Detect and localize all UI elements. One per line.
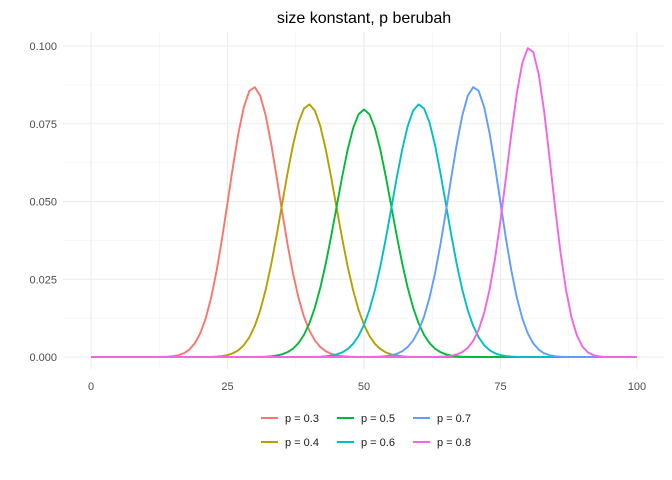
y-tick-label: 0.025 bbox=[29, 274, 57, 286]
x-tick-label: 75 bbox=[494, 381, 506, 393]
legend: p = 0.3 p = 0.4 p = 0.5 p = 0.6 p = 0.7 p = 0… bbox=[261, 413, 471, 449]
y-tick-label: 0.100 bbox=[29, 41, 57, 53]
y-axis-tick-labels: 0.000 0.025 0.050 0.075 0.100 bbox=[29, 41, 57, 364]
chart-title: size konstant, p berubah bbox=[277, 10, 451, 27]
x-tick-label: 50 bbox=[358, 381, 370, 393]
y-tick-label: 0.075 bbox=[29, 119, 57, 131]
x-tick-label: 100 bbox=[628, 381, 646, 393]
legend-label: p = 0.5 bbox=[361, 413, 395, 425]
series-line-5 bbox=[91, 47, 637, 358]
x-tick-label: 0 bbox=[88, 381, 94, 393]
legend-label: p = 0.4 bbox=[285, 437, 319, 449]
legend-label: p = 0.7 bbox=[437, 413, 471, 425]
legend-label: p = 0.3 bbox=[285, 413, 319, 425]
major-gridlines bbox=[63, 32, 664, 369]
legend-label: p = 0.8 bbox=[437, 437, 471, 449]
x-axis-tick-labels: 0 25 50 75 100 bbox=[88, 381, 646, 393]
y-tick-label: 0.050 bbox=[29, 197, 57, 209]
legend-label: p = 0.6 bbox=[361, 437, 395, 449]
y-tick-label: 0.000 bbox=[29, 352, 57, 364]
x-tick-label: 25 bbox=[221, 381, 233, 393]
series-lines bbox=[91, 47, 637, 358]
